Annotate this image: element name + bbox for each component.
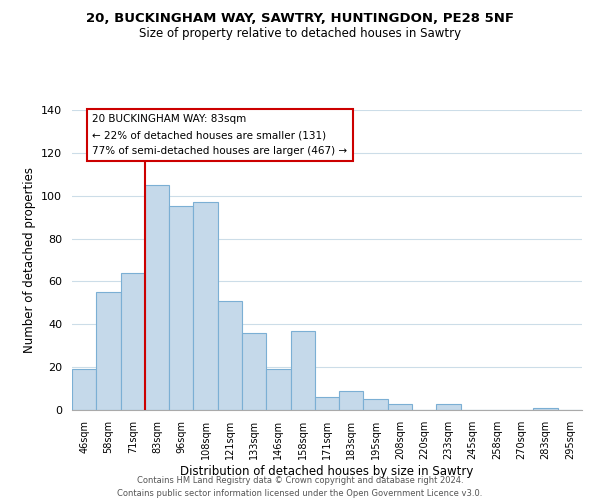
X-axis label: Distribution of detached houses by size in Sawtry: Distribution of detached houses by size …: [181, 464, 473, 477]
Bar: [364, 400, 388, 410]
Bar: [266, 370, 290, 410]
Bar: [388, 404, 412, 410]
Bar: [218, 300, 242, 410]
Text: Contains HM Land Registry data © Crown copyright and database right 2024.
Contai: Contains HM Land Registry data © Crown c…: [118, 476, 482, 498]
Bar: [193, 202, 218, 410]
Text: 20 BUCKINGHAM WAY: 83sqm
← 22% of detached houses are smaller (131)
77% of semi-: 20 BUCKINGHAM WAY: 83sqm ← 22% of detach…: [92, 114, 347, 156]
Bar: [145, 185, 169, 410]
Bar: [436, 404, 461, 410]
Bar: [533, 408, 558, 410]
Bar: [72, 370, 96, 410]
Bar: [169, 206, 193, 410]
Bar: [315, 397, 339, 410]
Text: 20, BUCKINGHAM WAY, SAWTRY, HUNTINGDON, PE28 5NF: 20, BUCKINGHAM WAY, SAWTRY, HUNTINGDON, …: [86, 12, 514, 26]
Bar: [339, 390, 364, 410]
Y-axis label: Number of detached properties: Number of detached properties: [23, 167, 35, 353]
Bar: [290, 330, 315, 410]
Bar: [242, 333, 266, 410]
Text: Size of property relative to detached houses in Sawtry: Size of property relative to detached ho…: [139, 28, 461, 40]
Bar: [96, 292, 121, 410]
Bar: [121, 273, 145, 410]
